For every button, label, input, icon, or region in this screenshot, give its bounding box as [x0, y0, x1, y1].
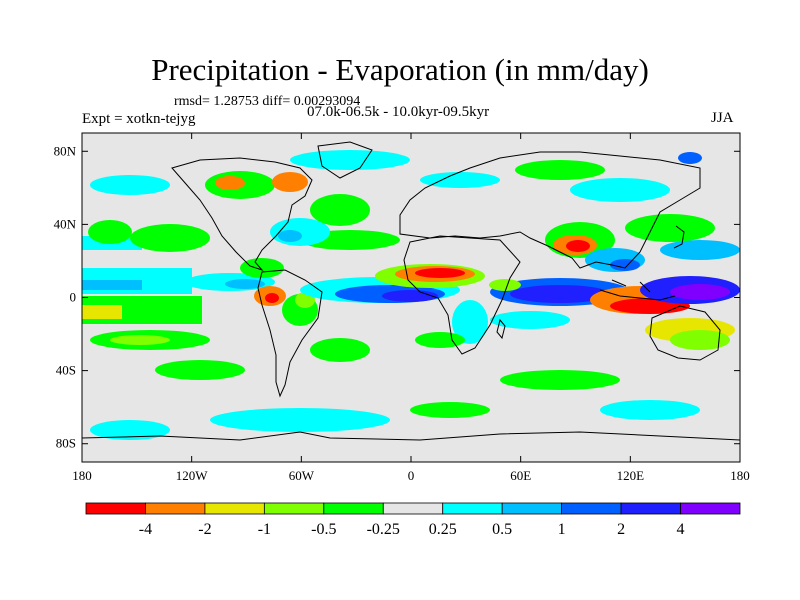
lat-tick-label: 80N — [54, 143, 77, 158]
lat-tick-label: 40S — [56, 363, 76, 378]
anomaly-region — [515, 160, 605, 180]
colorbar-swatch — [382, 502, 444, 515]
colorbar-level-label: -1 — [258, 521, 271, 538]
coastline-north-america — [171, 157, 313, 272]
coastline-europe-asia — [399, 151, 701, 269]
coastline-south-america — [257, 269, 323, 398]
coastline-japan — [673, 225, 685, 249]
lon-tick-label: 120E — [617, 468, 645, 483]
anomaly-region — [82, 280, 142, 290]
lon-tick-label: 0 — [408, 468, 415, 483]
anomaly-region — [265, 293, 279, 303]
anomaly-region — [600, 400, 700, 420]
anomaly-region — [420, 172, 500, 188]
coastline-australia — [649, 305, 721, 361]
anomaly-region — [660, 240, 740, 260]
colorbar-level-label: -0.25 — [367, 521, 400, 538]
colorbar-swatch — [561, 502, 622, 515]
longitude-axis: 180 120W 60W 0 60E 120E 180 — [72, 133, 750, 483]
lat-tick-label: 0 — [70, 290, 77, 305]
anomaly-region — [510, 285, 610, 303]
map-title: Precipitation - Evaporation (in mm/day) — [151, 52, 649, 87]
lat-tick-label: 40N — [54, 216, 77, 231]
anomaly-region — [90, 420, 170, 440]
anomaly-region — [382, 290, 438, 302]
anomaly-region — [290, 150, 410, 170]
coastline-madagascar — [496, 318, 506, 340]
colorbar-level-label: 0.25 — [429, 521, 457, 538]
anomaly-region — [82, 305, 122, 319]
colorbar-level-label: -4 — [139, 521, 152, 538]
colorbar-swatch — [263, 502, 325, 515]
period-label: 07.0k-06.5k - 10.0kyr-09.5kyr — [307, 104, 490, 120]
stats-label: rmsd= 1.28753 diff= 0.00293094 — [174, 94, 361, 109]
lon-tick-label: 120W — [176, 468, 209, 483]
lon-tick-label: 60E — [510, 468, 531, 483]
colorbar-level-label: 1 — [558, 521, 566, 538]
coastline-indonesia — [599, 279, 676, 301]
colorbar-swatch — [680, 502, 741, 515]
colorbar-swatch — [323, 502, 384, 515]
colorbar-swatch — [204, 502, 265, 515]
anomaly-region — [415, 268, 465, 278]
anomaly-region — [90, 175, 170, 195]
latitude-axis: 80N 40N 0 40S 80S — [54, 143, 740, 451]
coastline-africa — [403, 235, 521, 355]
colorbar-level-label: -2 — [198, 521, 211, 538]
anomaly-region — [110, 335, 170, 345]
colorbar-swatch — [442, 502, 503, 515]
colorbar-swatch — [620, 502, 681, 515]
anomaly-region — [310, 194, 370, 226]
anomaly-region — [215, 176, 245, 190]
anomaly-region — [500, 370, 620, 390]
anomaly-region — [566, 240, 590, 252]
anomaly-region — [570, 178, 670, 202]
colorbar-swatch — [85, 502, 146, 515]
anomaly-region — [489, 279, 521, 291]
colorbar-swatch — [145, 502, 206, 515]
anomaly-region — [410, 402, 490, 418]
anomaly-region — [130, 224, 210, 252]
experiment-label: Expt = xotkn-tejyg — [82, 111, 196, 127]
anomaly-region — [225, 279, 265, 289]
anomaly-region — [240, 258, 284, 278]
season-label: JJA — [711, 110, 734, 126]
colorbar-level-label: 0.5 — [492, 521, 512, 538]
anomaly-region — [490, 311, 570, 329]
anomaly-region — [310, 338, 370, 362]
coastline-antarctica — [82, 431, 740, 441]
lat-tick-label: 80S — [56, 436, 76, 451]
anomaly-region — [278, 230, 302, 242]
coastline-greenland — [317, 141, 373, 179]
lon-tick-label: 180 — [730, 468, 750, 483]
colorbar-level-label: -0.5 — [311, 521, 336, 538]
anomaly-region — [670, 330, 730, 350]
anomaly-region — [272, 172, 308, 192]
anomaly-region — [678, 152, 702, 164]
anomaly-region — [670, 284, 730, 300]
anomaly-region — [415, 332, 465, 348]
colorbar-level-label: 4 — [677, 521, 685, 538]
colorbar-level-label: 2 — [617, 521, 625, 538]
anomaly-region — [452, 300, 488, 344]
anomaly-field — [82, 150, 740, 440]
lon-tick-label: 180 — [72, 468, 92, 483]
colorbar: -4 -2 -1 -0.5 -0.25 0.25 0.5 1 2 4 — [85, 502, 741, 538]
lon-tick-label: 60W — [289, 468, 315, 483]
coastlines — [82, 141, 740, 441]
anomaly-region — [610, 259, 640, 271]
anomaly-region — [88, 220, 132, 244]
anomaly-region — [625, 214, 715, 242]
anomaly-region — [210, 408, 390, 432]
anomaly-region — [155, 360, 245, 380]
colorbar-swatch — [501, 502, 563, 515]
